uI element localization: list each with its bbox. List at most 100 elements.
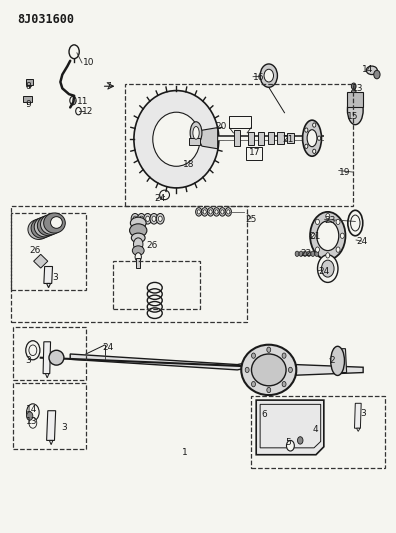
Circle shape (326, 214, 330, 219)
Circle shape (29, 418, 37, 428)
Text: 14: 14 (362, 64, 374, 74)
Circle shape (313, 149, 316, 154)
Circle shape (213, 208, 220, 216)
Polygon shape (334, 349, 346, 373)
Bar (13, 327, 86, 381)
Circle shape (203, 210, 206, 214)
Circle shape (326, 253, 330, 258)
Circle shape (299, 251, 303, 256)
Circle shape (251, 382, 255, 387)
Ellipse shape (160, 190, 169, 200)
Circle shape (316, 219, 320, 224)
Text: 21: 21 (282, 135, 294, 144)
Text: 6: 6 (261, 410, 267, 419)
Bar (234, 130, 240, 146)
Ellipse shape (347, 95, 363, 125)
Polygon shape (356, 428, 360, 431)
Ellipse shape (40, 214, 62, 235)
Circle shape (260, 64, 278, 87)
Ellipse shape (51, 216, 62, 228)
Ellipse shape (331, 346, 345, 375)
Text: 24: 24 (154, 194, 165, 203)
Circle shape (69, 45, 79, 59)
Circle shape (227, 210, 230, 214)
Circle shape (307, 251, 311, 256)
Polygon shape (47, 411, 56, 440)
Text: 8J031600: 8J031600 (17, 13, 74, 27)
Bar (251, 397, 385, 468)
Circle shape (351, 83, 356, 90)
Circle shape (286, 440, 294, 451)
Circle shape (29, 345, 37, 356)
Circle shape (158, 216, 162, 221)
Circle shape (137, 214, 145, 224)
Polygon shape (347, 92, 363, 108)
Circle shape (311, 233, 315, 238)
Ellipse shape (251, 354, 286, 386)
Ellipse shape (193, 126, 199, 139)
Text: 26: 26 (146, 241, 158, 250)
Ellipse shape (241, 345, 296, 395)
Ellipse shape (31, 218, 53, 238)
Ellipse shape (303, 120, 322, 156)
Circle shape (251, 353, 255, 358)
Text: 5: 5 (285, 438, 291, 447)
Circle shape (305, 128, 308, 132)
Polygon shape (354, 403, 361, 428)
Text: 8: 8 (26, 82, 32, 91)
Text: 18: 18 (183, 160, 194, 168)
Circle shape (316, 247, 320, 252)
Text: 17: 17 (249, 148, 261, 157)
Text: 25: 25 (245, 215, 257, 224)
Circle shape (310, 212, 345, 260)
Circle shape (282, 382, 286, 387)
Circle shape (351, 90, 356, 96)
Polygon shape (47, 284, 51, 288)
Text: 3: 3 (53, 272, 58, 281)
Text: 12: 12 (82, 107, 93, 116)
Circle shape (318, 255, 338, 282)
Text: 24: 24 (103, 343, 114, 352)
Circle shape (146, 216, 150, 221)
Bar (23, 96, 32, 102)
Circle shape (322, 260, 334, 277)
Circle shape (264, 69, 274, 82)
Text: 14: 14 (26, 405, 37, 414)
Circle shape (282, 353, 286, 358)
Circle shape (139, 216, 143, 221)
Circle shape (135, 253, 141, 261)
Text: 3: 3 (360, 409, 366, 418)
Text: 2: 2 (330, 357, 335, 366)
Polygon shape (296, 365, 363, 375)
Circle shape (144, 214, 152, 224)
Bar (114, 261, 200, 309)
Polygon shape (198, 127, 218, 149)
Text: 11: 11 (77, 96, 88, 106)
Ellipse shape (190, 122, 202, 144)
Ellipse shape (34, 217, 56, 237)
Ellipse shape (153, 112, 200, 166)
Circle shape (209, 210, 212, 214)
Circle shape (317, 221, 339, 251)
Text: 3: 3 (61, 423, 67, 432)
Circle shape (225, 208, 231, 216)
Circle shape (303, 251, 307, 256)
Circle shape (305, 144, 308, 148)
Text: 13: 13 (352, 84, 364, 93)
Circle shape (156, 214, 164, 224)
Circle shape (131, 214, 139, 224)
Bar (11, 214, 86, 290)
Bar (229, 116, 251, 127)
Ellipse shape (132, 246, 144, 255)
Polygon shape (44, 266, 53, 284)
Circle shape (27, 412, 33, 420)
Bar (258, 132, 264, 145)
Circle shape (70, 96, 76, 105)
Ellipse shape (366, 66, 377, 75)
Circle shape (267, 347, 271, 352)
Text: 1: 1 (181, 448, 187, 457)
Circle shape (267, 387, 271, 393)
Polygon shape (46, 374, 49, 378)
Polygon shape (50, 440, 53, 445)
Circle shape (297, 437, 303, 444)
